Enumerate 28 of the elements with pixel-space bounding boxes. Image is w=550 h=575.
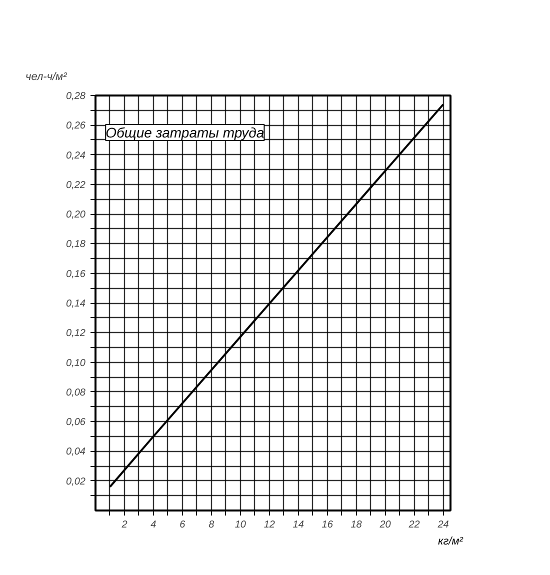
y-tick-label: 0,06: [66, 417, 86, 428]
x-tick-label: 24: [436, 520, 450, 530]
x-tick-label: 20: [378, 520, 392, 530]
y-tick-label: 0,28: [66, 91, 86, 102]
x-tick-label: 8: [208, 520, 215, 530]
x-axis-title: кг/м²: [438, 536, 464, 548]
y-tick-label: 0,18: [66, 239, 86, 250]
x-tick-label: 22: [408, 520, 420, 530]
y-tick-label: 0,20: [66, 210, 86, 221]
y-tick-label: 0,24: [66, 150, 86, 162]
x-tick-label: 4: [150, 520, 157, 530]
x-tick-label: 2: [120, 520, 128, 530]
y-tick-label: 0,12: [66, 328, 86, 340]
y-tick-label: 0,22: [66, 180, 86, 191]
x-tick-label: 14: [292, 520, 304, 530]
y-tick-label: 0,10: [66, 358, 86, 369]
x-tick-label: 6: [180, 520, 186, 530]
x-tick-label: 12: [264, 520, 276, 530]
y-tick-label: 0,08: [66, 387, 86, 398]
y-tick-label: 0,26: [66, 120, 86, 132]
y-tick-label: 0,16: [66, 268, 86, 280]
y-tick-label: 0,02: [66, 476, 86, 488]
x-tick-label: 16: [322, 520, 334, 530]
y-tick-label: 0,04: [66, 446, 86, 458]
y-axis-title: чел-ч/м²: [26, 71, 68, 83]
x-tick-label: 18: [350, 520, 362, 530]
y-tick-label: 0,14: [66, 298, 86, 310]
x-tick-label: 10: [234, 520, 246, 530]
